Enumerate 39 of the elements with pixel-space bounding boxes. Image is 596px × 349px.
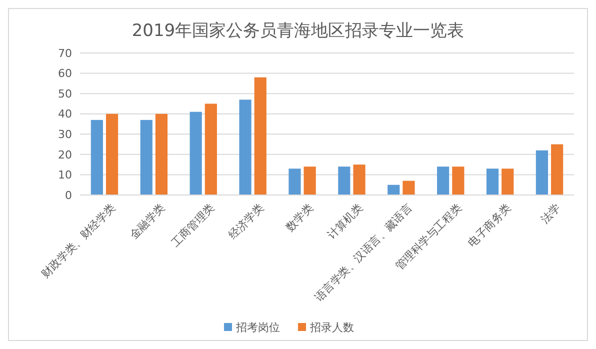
bar (502, 168, 514, 195)
bar (338, 166, 350, 195)
x-tick-label: 财政学类、财经学类 (38, 201, 118, 281)
bar (486, 168, 499, 195)
x-tick-label: 数学类 (283, 201, 316, 234)
bar (106, 114, 118, 195)
bar (353, 164, 366, 195)
bar (304, 166, 316, 195)
bar (204, 104, 217, 195)
y-tick-label: 30 (58, 128, 72, 141)
x-tick-label: 计算机类 (324, 201, 366, 242)
bar (254, 77, 266, 195)
bar (551, 144, 564, 195)
bar (402, 180, 415, 195)
y-tick-label: 70 (58, 46, 72, 60)
x-tick-label: 法学 (538, 201, 564, 226)
legend-label: 招录人数 (309, 320, 354, 334)
y-tick-label: 0 (65, 188, 72, 202)
bar (190, 112, 202, 195)
bar (437, 166, 450, 195)
bar (140, 120, 152, 195)
y-tick-label: 60 (58, 67, 72, 80)
y-tick-label: 10 (58, 168, 72, 182)
bar (388, 184, 400, 195)
legend-label: 招考岗位 (235, 320, 280, 334)
bar (288, 168, 301, 195)
bar (239, 100, 252, 195)
bar (90, 120, 103, 195)
y-tick-label: 20 (58, 148, 72, 162)
bar (536, 150, 548, 195)
y-tick-label: 40 (58, 108, 72, 121)
chart-title: 2019年国家公务员青海地区招录专业一览表 (132, 21, 464, 41)
x-tick-label: 电子商务类 (466, 201, 514, 250)
x-tick-label: 金融学类 (127, 201, 168, 242)
bar (155, 114, 168, 195)
y-tick-label: 50 (58, 87, 72, 100)
x-tick-label: 经济学类 (226, 201, 266, 242)
bar (452, 166, 464, 195)
x-tick-label: 工商管理类 (168, 201, 217, 250)
